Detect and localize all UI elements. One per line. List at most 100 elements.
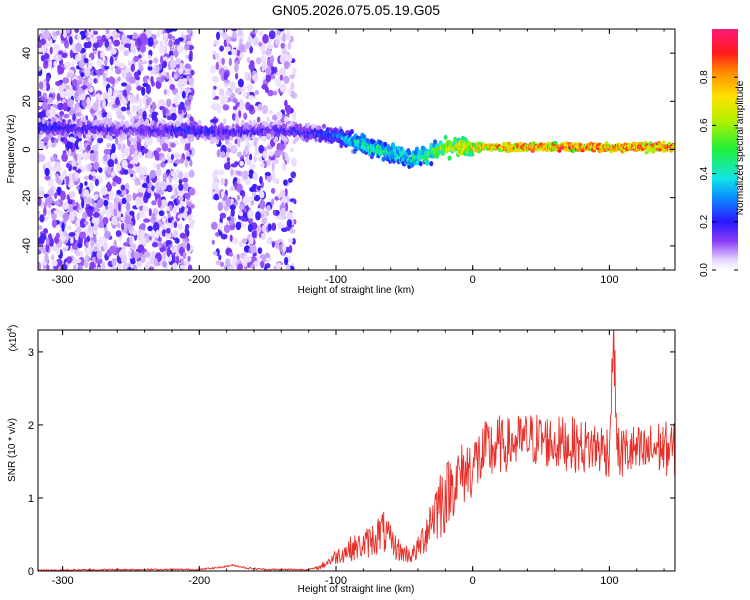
heatmap-cell <box>51 142 56 148</box>
heatmap-cell <box>92 50 97 55</box>
heatmap-cell <box>238 211 243 217</box>
heatmap-cell <box>188 77 194 86</box>
heatmap-cell <box>275 72 281 76</box>
heatmap-cell <box>62 203 69 210</box>
heatmap-cell <box>429 161 434 167</box>
heatmap-cell <box>163 32 169 38</box>
heatmap-cell <box>137 192 144 198</box>
heatmap-cell <box>75 252 81 257</box>
heatmap-cell <box>257 247 263 254</box>
heatmap-cell <box>162 261 167 268</box>
heatmap-cell <box>118 29 126 32</box>
heatmap-cell <box>516 148 521 153</box>
heatmap-cell <box>45 82 51 92</box>
heatmap-cell <box>240 85 246 92</box>
heatmap-cell <box>56 92 61 102</box>
heatmap-cell <box>276 111 283 119</box>
heatmap-cell <box>165 71 170 80</box>
heatmap-cell <box>257 225 262 233</box>
heatmap-cell <box>44 175 51 181</box>
heatmap-cell <box>166 98 172 108</box>
heatmap-cell <box>224 205 229 212</box>
heatmap-cell <box>95 257 103 265</box>
heatmap-cell <box>103 240 108 251</box>
heatmap-cell <box>115 136 119 145</box>
heatmap-cell <box>103 154 108 162</box>
heatmap-cell <box>239 190 246 197</box>
heatmap-cell <box>52 107 57 117</box>
heatmap-cell <box>63 169 67 177</box>
heatmap-cell <box>229 204 236 211</box>
heatmap-cell <box>248 62 255 71</box>
heatmap-cell <box>264 122 269 128</box>
heatmap-cell <box>223 162 231 170</box>
heatmap-cell <box>418 161 423 167</box>
heatmap-cell <box>438 140 443 146</box>
heatmap-cell <box>86 96 91 106</box>
heatmap-cell <box>218 222 223 231</box>
heatmap-cell <box>215 260 222 266</box>
heatmap-cell <box>275 79 282 88</box>
heatmap-cell <box>151 241 159 248</box>
heatmap-cell <box>120 106 127 112</box>
heatmap-cell <box>87 163 93 171</box>
heatmap-cell <box>40 38 46 46</box>
heatmap-cell <box>117 76 121 82</box>
heatmap-cell <box>154 151 160 161</box>
heatmap-cell <box>92 42 100 49</box>
heatmap-cell <box>291 157 297 168</box>
heatmap-cell <box>282 161 286 172</box>
heatmap-cell <box>102 217 109 225</box>
heatmap-cell <box>264 171 271 177</box>
heatmap-cell <box>65 163 71 168</box>
heatmap-cell <box>143 177 147 185</box>
heatmap-cell <box>50 156 55 163</box>
heatmap-cell <box>212 89 216 99</box>
heatmap-cell <box>253 155 257 163</box>
heatmap-cell <box>264 265 267 270</box>
heatmap-cell <box>75 112 82 117</box>
heatmap-cell <box>100 51 105 59</box>
heatmap-cell <box>132 231 138 236</box>
heatmap-cell <box>234 138 238 145</box>
heatmap-cell <box>83 189 90 198</box>
heatmap-cell <box>39 214 45 223</box>
heatmap-cell <box>151 101 156 111</box>
heatmap-cell <box>110 266 117 270</box>
heatmap-cell <box>38 66 42 72</box>
heatmap-cell <box>156 147 162 153</box>
heatmap-cell <box>63 38 69 49</box>
heatmap-cell <box>176 44 184 54</box>
heatmap-cell <box>279 83 287 93</box>
heatmap-cell <box>47 103 51 111</box>
heatmap-cell <box>249 153 253 161</box>
heatmap-cell <box>281 227 288 233</box>
heatmap-cell <box>188 169 195 178</box>
heatmap-cell <box>237 138 241 148</box>
heatmap-cell <box>66 72 73 78</box>
heatmap-cell <box>178 196 184 201</box>
heatmap-cell <box>46 237 50 246</box>
heatmap-cell <box>153 57 159 64</box>
heatmap-cell <box>140 257 146 263</box>
heatmap-cell <box>130 63 135 72</box>
heatmap-cell <box>56 247 61 256</box>
heatmap-cell <box>162 172 167 182</box>
heatmap-cell <box>212 251 218 256</box>
heatmap-cell <box>283 179 288 186</box>
heatmap-cell <box>137 151 143 159</box>
heatmap-cell <box>228 51 232 55</box>
heatmap-cell <box>227 157 230 162</box>
heatmap-cell <box>81 85 88 90</box>
heatmap-cell <box>197 120 202 126</box>
heatmap-cell <box>170 195 176 200</box>
heatmap-cell <box>288 177 293 183</box>
heatmap-cell <box>79 218 87 229</box>
heatmap-cell <box>84 247 92 256</box>
heatmap-cell <box>115 230 122 237</box>
heatmap-cell <box>129 144 136 155</box>
heatmap-cell <box>148 267 154 270</box>
heatmap-cell <box>274 136 279 142</box>
heatmap-cell <box>117 143 122 151</box>
